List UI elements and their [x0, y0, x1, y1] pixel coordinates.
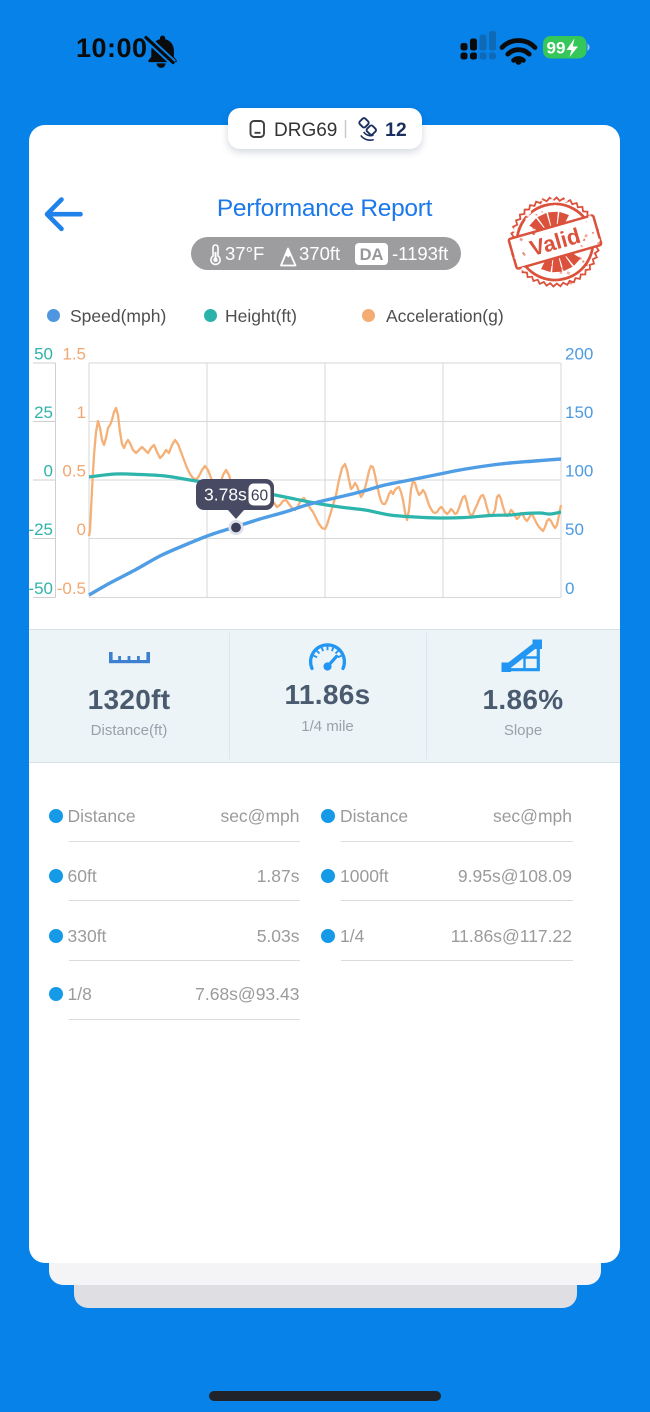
svg-text:60: 60	[251, 488, 269, 505]
svg-text:1: 1	[77, 403, 86, 422]
svg-text:0: 0	[565, 579, 574, 598]
svg-text:DA: DA	[360, 246, 384, 264]
svg-text:200: 200	[565, 345, 593, 364]
svg-text:100: 100	[565, 462, 593, 481]
svg-text:3.78s: 3.78s	[204, 485, 247, 505]
svg-text:0: 0	[77, 520, 86, 539]
svg-text:150: 150	[565, 403, 593, 422]
svg-text:12: 12	[385, 119, 407, 141]
svg-text:99: 99	[547, 39, 566, 58]
svg-text:50: 50	[34, 345, 53, 364]
svg-text:-1193ft: -1193ft	[392, 243, 448, 264]
svg-text:1.5: 1.5	[62, 345, 86, 364]
svg-text:-0.5: -0.5	[57, 579, 86, 598]
svg-text:25: 25	[34, 403, 53, 422]
svg-text:50: 50	[565, 520, 584, 539]
svg-text:-25: -25	[28, 520, 53, 539]
svg-text:370ft: 370ft	[299, 243, 340, 264]
svg-text:0.5: 0.5	[62, 462, 86, 481]
svg-text:-50: -50	[28, 579, 53, 598]
svg-text:DRG69: DRG69	[274, 120, 337, 141]
svg-text:0: 0	[44, 462, 53, 481]
svg-text:37°F: 37°F	[225, 243, 264, 264]
